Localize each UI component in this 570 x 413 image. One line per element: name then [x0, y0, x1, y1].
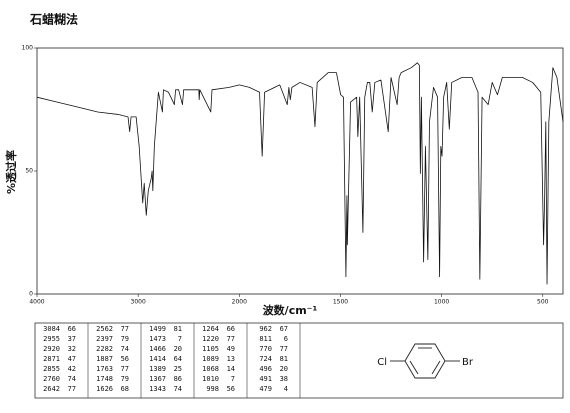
peak-transmittance: 77: [68, 385, 76, 393]
peak-transmittance: 13: [227, 355, 235, 363]
peak-transmittance: 77: [227, 335, 235, 343]
peak-wavenumber: 1264: [202, 325, 219, 333]
peak-wavenumber: 2760: [43, 375, 60, 383]
peak-wavenumber: 1499: [149, 325, 166, 333]
spectrum-line: [36, 62, 564, 285]
peak-transmittance: 68: [121, 385, 129, 393]
peak-wavenumber: 1466: [149, 345, 166, 353]
peak-wavenumber: 3084: [43, 325, 60, 333]
table-frame: [34, 322, 564, 399]
x-tick-label: 1500: [333, 299, 348, 306]
peak-transmittance: 42: [68, 365, 76, 373]
structure: [390, 343, 460, 379]
peak-transmittance: 7: [231, 375, 235, 383]
y-tick-label: 100: [22, 45, 34, 52]
peak-wavenumber: 496: [259, 365, 272, 373]
peak-transmittance: 74: [174, 385, 182, 393]
peak-transmittance: 77: [121, 325, 129, 333]
x-tick-label: 2000: [232, 299, 247, 306]
peak-transmittance: 49: [227, 345, 235, 353]
peak-transmittance: 77: [280, 345, 288, 353]
peak-wavenumber: 1068: [202, 365, 219, 373]
y-axis-label: %透过率: [4, 150, 18, 194]
peak-wavenumber: 2920: [43, 345, 60, 353]
x-axis-label: 波数/cm⁻¹: [263, 303, 318, 317]
peak-wavenumber: 2642: [43, 385, 60, 393]
peak-transmittance: 20: [280, 365, 288, 373]
peak-wavenumber: 1010: [202, 375, 219, 383]
peak-wavenumber: 1626: [96, 385, 113, 393]
peak-wavenumber: 1367: [149, 375, 166, 383]
peak-wavenumber: 2955: [43, 335, 60, 343]
peak-transmittance: 38: [280, 375, 288, 383]
peak-wavenumber: 1343: [149, 385, 166, 393]
peak-wavenumber: 479: [259, 385, 272, 393]
benzene-ring: [404, 343, 446, 379]
peak-wavenumber: 491: [259, 375, 272, 383]
x-tick-label: 3000: [131, 299, 146, 306]
peak-transmittance: 7: [178, 335, 182, 343]
peak-wavenumber: 1220: [202, 335, 219, 343]
peak-transmittance: 81: [174, 325, 182, 333]
peak-transmittance: 47: [68, 355, 76, 363]
peak-transmittance: 6: [284, 335, 288, 343]
peak-wavenumber: 2855: [43, 365, 60, 373]
peak-transmittance: 14: [227, 365, 235, 373]
peak-wavenumber: 1473: [149, 335, 166, 343]
peak-wavenumber: 1748: [96, 375, 113, 383]
peak-wavenumber: 2282: [96, 345, 113, 353]
peak-wavenumber: 770: [259, 345, 272, 353]
peak-transmittance: 25: [174, 365, 182, 373]
y-tick-label: 0: [29, 291, 33, 298]
chart-title: 石蜡糊法: [29, 12, 78, 27]
double-bond: [431, 360, 441, 375]
peak-wavenumber: 962: [259, 325, 272, 333]
peak-wavenumber: 1887: [96, 355, 113, 363]
atom-label: Br: [462, 357, 474, 368]
peak-wavenumber: 2871: [43, 355, 60, 363]
atom-label: Cl: [377, 357, 387, 368]
peak-transmittance: 32: [68, 345, 76, 353]
peak-transmittance: 67: [280, 325, 288, 333]
x-tick-label: 500: [537, 299, 549, 306]
peak-wavenumber: 811: [259, 335, 272, 343]
x-tick-label: 4000: [29, 299, 44, 306]
peak-transmittance: 56: [227, 385, 235, 393]
peak-transmittance: 77: [121, 365, 129, 373]
peak-transmittance: 66: [227, 325, 235, 333]
peak-transmittance: 86: [174, 375, 182, 383]
double-bond: [409, 360, 419, 375]
peak-wavenumber: 1389: [149, 365, 166, 373]
peak-wavenumber: 1763: [96, 365, 113, 373]
peak-transmittance: 66: [68, 325, 76, 333]
peak-wavenumber: 2397: [96, 335, 113, 343]
peak-transmittance: 74: [121, 345, 129, 353]
peak-transmittance: 74: [68, 375, 76, 383]
peak-wavenumber: 724: [259, 355, 272, 363]
plot-frame: [36, 47, 564, 295]
peak-transmittance: 81: [280, 355, 288, 363]
peak-wavenumber: 1089: [202, 355, 219, 363]
peak-wavenumber: 1414: [149, 355, 166, 363]
peak-wavenumber: 998: [206, 385, 219, 393]
peak-transmittance: 37: [68, 335, 76, 343]
peak-transmittance: 79: [121, 335, 129, 343]
peak-transmittance: 79: [121, 375, 129, 383]
peak-transmittance: 64: [174, 355, 182, 363]
y-tick-label: 50: [25, 168, 33, 175]
peak-wavenumber: 2562: [96, 325, 113, 333]
x-tick-label: 1000: [434, 299, 449, 306]
peak-transmittance: 20: [174, 345, 182, 353]
peak-wavenumber: 1105: [202, 345, 219, 353]
peak-transmittance: 56: [121, 355, 129, 363]
peak-transmittance: 4: [284, 385, 288, 393]
